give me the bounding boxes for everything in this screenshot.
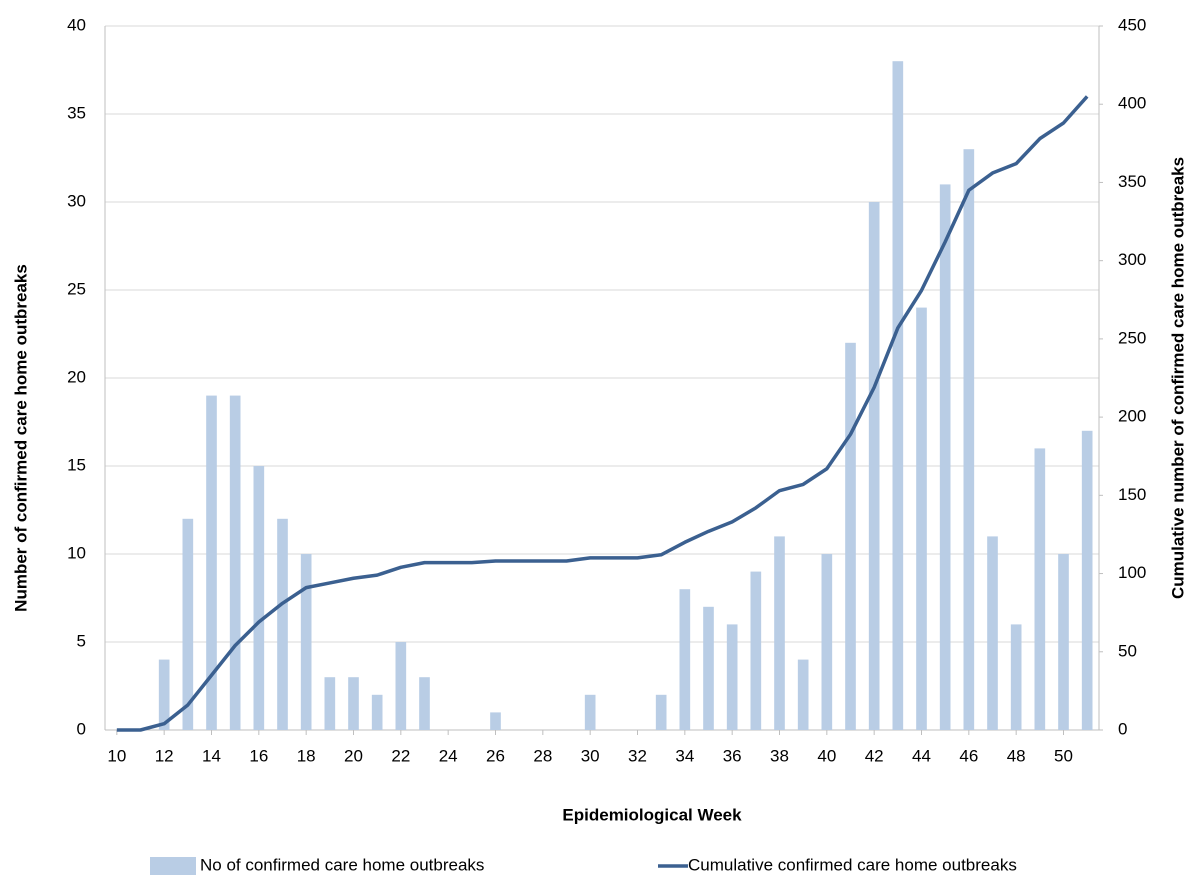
bar [371,694,383,730]
x-tick-label: 14 [202,746,221,765]
y2-tick-label: 250 [1118,328,1146,347]
x-tick-label: 30 [581,746,600,765]
x-tick-label: 16 [249,746,268,765]
x-tick-label: 50 [1054,746,1073,765]
y2-tick-label: 300 [1118,250,1146,269]
y2-tick-label: 400 [1118,94,1146,113]
bar [1034,448,1046,730]
bar [892,61,904,730]
bar [253,466,265,730]
y-tick-label: 25 [67,279,86,298]
bar [679,589,691,730]
x-tick-label: 24 [439,746,458,765]
bar [916,307,927,730]
legend-swatch [150,857,196,875]
x-axis-title: Epidemiological Week [562,805,742,824]
bar [229,395,241,730]
y-tick-label: 15 [67,455,86,474]
y-tick-label: 40 [67,15,86,34]
y-tick-label: 10 [67,543,86,562]
x-tick-label: 12 [155,746,174,765]
x-tick-label: 20 [344,746,363,765]
y2-tick-label: 200 [1118,407,1146,426]
bar [348,677,359,730]
bar [158,659,170,730]
bar [419,677,430,730]
bar [584,694,596,730]
bar [845,342,856,730]
bar [774,536,785,730]
y2-tick-label: 100 [1118,563,1146,582]
bar [395,642,407,730]
x-tick-label: 38 [770,746,789,765]
line [116,95,1089,732]
y2-tick-label: 450 [1118,15,1146,34]
y-tick-label: 35 [67,103,86,122]
y2-tick-label: 50 [1118,641,1137,660]
x-tick-label: 36 [723,746,742,765]
bar [324,677,336,730]
bar [182,518,194,730]
x-tick-label: 40 [817,746,836,765]
y2-tick-label: 350 [1118,172,1146,191]
x-tick-label: 46 [959,746,978,765]
x-tick-label: 44 [912,746,931,765]
y-tick-label: 20 [67,367,86,386]
x-tick-label: 28 [533,746,552,765]
bar [300,554,312,730]
y-tick-label: 0 [77,719,86,738]
x-tick-label: 34 [675,746,694,765]
x-tick-label: 48 [1007,746,1026,765]
x-tick-label: 22 [391,746,410,765]
y2-tick-label: 150 [1118,485,1146,504]
bar [868,202,880,730]
bar [1058,554,1069,730]
bar [703,606,714,730]
bar [963,149,975,730]
bar [1010,624,1022,730]
x-tick-label: 32 [628,746,647,765]
legend-label: Cumulative confirmed care home outbreaks [688,855,1017,874]
bar [277,518,288,730]
x-tick-label: 42 [865,746,884,765]
bar [490,712,501,730]
legend-label: No of confirmed care home outbreaks [200,855,484,874]
x-tick-label: 26 [486,746,505,765]
x-tick-label: 10 [107,746,126,765]
y2-axis-title: Cumulative number of confirmed care home… [1168,157,1187,599]
y-axis-title: Number of confirmed care home outbreaks [11,264,30,612]
bar [750,571,762,730]
y2-tick-label: 0 [1118,719,1127,738]
x-tick-label: 18 [297,746,316,765]
bar [1081,430,1093,730]
bar [726,624,738,730]
bar [939,184,951,730]
bar [655,694,667,730]
bar [821,554,833,730]
bar [987,536,998,730]
y-tick-label: 30 [67,191,86,210]
bar [797,659,809,730]
bar [206,395,217,730]
y-tick-label: 5 [77,631,86,650]
